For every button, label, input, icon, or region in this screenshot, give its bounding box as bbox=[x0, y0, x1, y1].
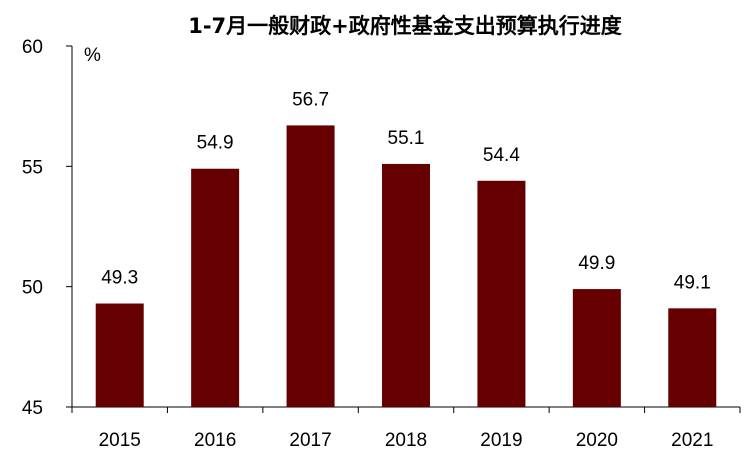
bar-value-label: 54.9 bbox=[197, 133, 234, 154]
y-tick-label: 55 bbox=[22, 157, 43, 178]
x-tick-label: 2015 bbox=[99, 430, 141, 451]
x-tick-label: 2019 bbox=[480, 430, 522, 451]
bar bbox=[382, 163, 430, 407]
y-axis-unit-label: % bbox=[84, 45, 101, 66]
bar bbox=[191, 168, 240, 407]
bar bbox=[477, 180, 526, 407]
x-tick-label: 2016 bbox=[194, 430, 236, 451]
bar bbox=[668, 308, 717, 407]
y-axis-ticks: 45 50 55 60 bbox=[22, 37, 72, 419]
x-tick-label: 2021 bbox=[671, 430, 713, 451]
bar-value-label: 49.1 bbox=[674, 272, 711, 293]
bar bbox=[95, 303, 144, 407]
bars-group bbox=[95, 125, 717, 408]
x-axis-tick-labels: 2015 2016 2017 2018 2019 2020 2021 bbox=[71, 407, 741, 451]
bar bbox=[286, 125, 335, 408]
y-tick-label: 50 bbox=[22, 278, 43, 299]
x-tick-label: 2018 bbox=[385, 430, 427, 451]
bar-value-label: 56.7 bbox=[292, 89, 329, 110]
x-tick-label: 2017 bbox=[289, 430, 331, 451]
y-tick-label: 45 bbox=[22, 398, 43, 419]
bar bbox=[572, 289, 621, 407]
x-tick-label: 2020 bbox=[576, 430, 618, 451]
data-labels-group: 49.3 54.9 56.7 55.1 54.4 49.9 49.1 bbox=[101, 89, 711, 293]
bar-value-label: 49.9 bbox=[578, 253, 615, 274]
chart-title: 1-7月一般财政+政府性基金支出预算执行进度 bbox=[188, 14, 622, 38]
y-tick-label: 60 bbox=[22, 37, 43, 58]
bar-value-label: 54.4 bbox=[483, 145, 520, 166]
bar-value-label: 55.1 bbox=[388, 128, 425, 149]
bar-value-label: 49.3 bbox=[101, 268, 138, 289]
